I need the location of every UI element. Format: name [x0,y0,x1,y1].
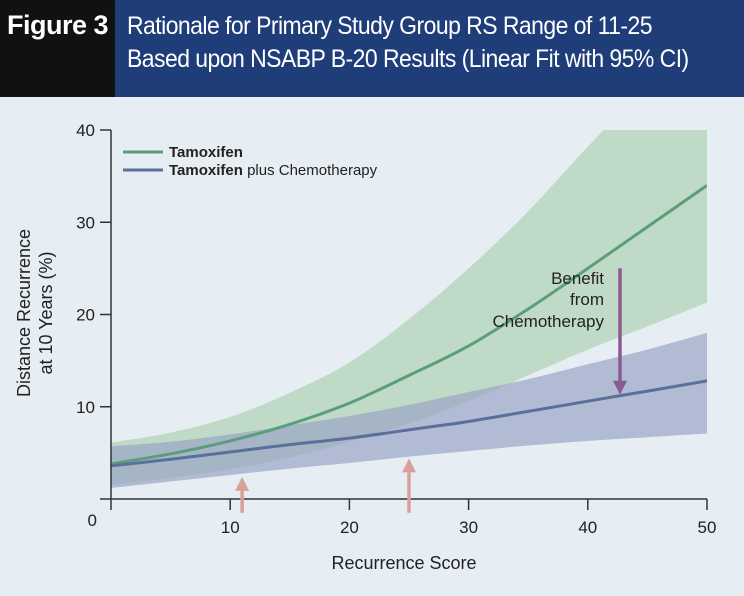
legend-label-chemo-bold: Tamoxifen [169,162,243,179]
benefit-label-line-1: Benefit [551,269,604,288]
x-axis-title: Recurrence Score [331,553,476,573]
benefit-label-line-3: Chemotherapy [492,312,604,331]
line-tamoxifen [111,184,707,466]
benefit-label-line-2: from [570,290,604,309]
y-axis-title-line-1: Distance Recurrence [14,229,34,397]
band-tamoxifen [111,130,707,486]
x-tick-label-40: 40 [578,518,597,537]
legend-label-chemo-rest: plus Chemotherapy [243,162,378,179]
figure-header [0,0,744,97]
x-tick-label-10: 10 [221,518,240,537]
y-tick-label-0: 0 [88,511,97,530]
series-lines [111,184,707,468]
rs-11-arrow-head [235,476,250,491]
figure-title-line-2: Based upon NSABP B-20 Results (Linear Fi… [127,45,689,73]
y-axis-title-line-2: at 10 Years (%) [36,251,56,374]
rs-25-arrow-head [402,458,416,473]
x-tick-label-50: 50 [698,518,717,537]
line-chemo [111,379,707,468]
legend-label-chemo: Tamoxifen plus Chemotherapy [169,162,378,179]
y-tick-label-10: 10 [76,398,95,417]
figure-title: Rationale for Primary Study Group RS Ran… [127,10,689,76]
rs-25-arrow [402,458,416,513]
y-tick-label-40: 40 [76,121,95,140]
benefit-arrow [612,268,627,395]
confidence-bands [111,130,707,488]
figure-label: Figure 3 [0,0,115,97]
y-tick-label-30: 30 [76,213,95,232]
legend-label-tamoxifen: Tamoxifen [169,144,243,161]
rs-11-arrow [235,476,250,513]
benefit-arrow-head [612,380,627,395]
annotations [235,268,627,513]
figure-title-line-1: Rationale for Primary Study Group RS Ran… [127,12,653,40]
tick-labels: 10 20 30 40 0 10 20 30 40 50 [76,121,716,537]
x-tick-label-20: 20 [340,518,359,537]
legend: Tamoxifen Tamoxifen plus Chemotherapy [123,144,378,179]
y-axis-title: Distance Recurrence at 10 Years (%) [14,229,56,397]
x-tick-label-30: 30 [459,518,478,537]
y-tick-label-20: 20 [76,306,95,325]
